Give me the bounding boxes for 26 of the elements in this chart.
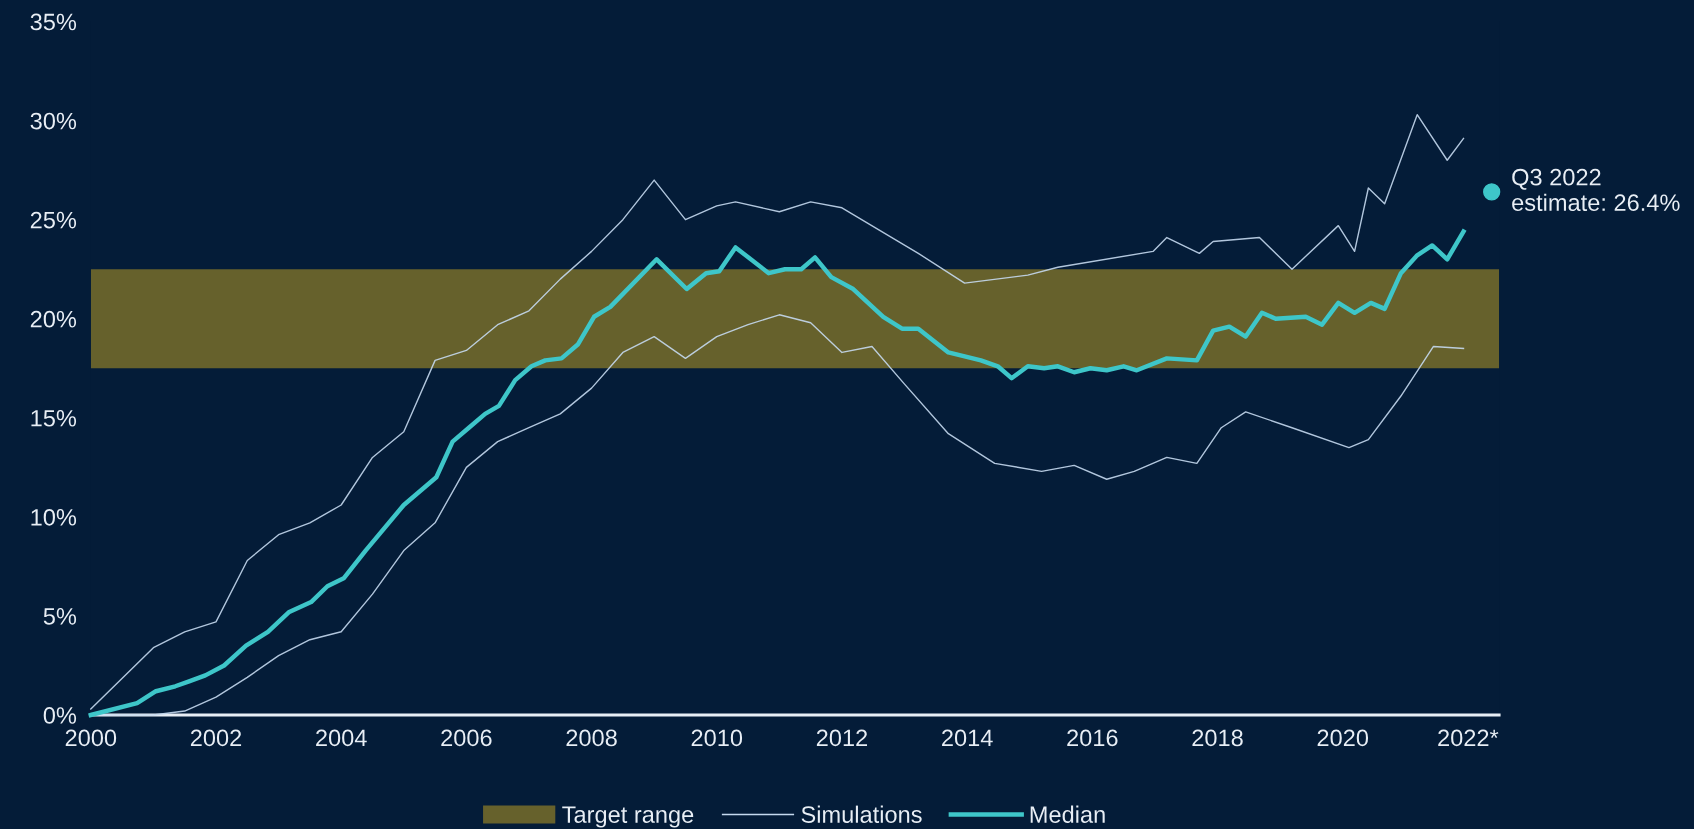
y-tick-label: 35% [30, 13, 77, 31]
y-tick-label: 30% [30, 112, 77, 130]
legend-label: Target range [562, 806, 694, 828]
x-tick-label: 2006 [441, 729, 492, 747]
x-tick-label: 2012 [816, 729, 868, 747]
legend-label: Simulations [801, 805, 922, 823]
y-tick-label: 10% [31, 508, 77, 526]
y-tick-label: 0% [43, 707, 77, 724]
x-tick-label: 2004 [316, 729, 367, 747]
x-tick-label: 2020 [1317, 729, 1369, 747]
line-series [88, 229, 1466, 718]
x-tick-label: 2018 [1192, 729, 1243, 747]
x-tick-label: 2016 [1067, 729, 1118, 747]
y-tick-label: 25% [30, 211, 77, 229]
x-tick-label: 2008 [566, 729, 617, 747]
line-series [90, 113, 1465, 710]
y-tick-label: 5% [43, 608, 77, 625]
x-tick-label: 2002 [190, 729, 242, 747]
y-tick-label: 20% [30, 310, 77, 328]
x-tick-label: 2000 [65, 729, 117, 747]
annotation: Q3 2022 estimate: 26.4% [1512, 168, 1680, 211]
y-tick-label: 15% [31, 409, 77, 427]
x-tick-label: 2010 [691, 729, 743, 747]
legend-label: Median [1030, 805, 1105, 823]
x-tick-label: 2022* [1438, 729, 1499, 747]
x-tick-label: 2014 [942, 729, 993, 747]
